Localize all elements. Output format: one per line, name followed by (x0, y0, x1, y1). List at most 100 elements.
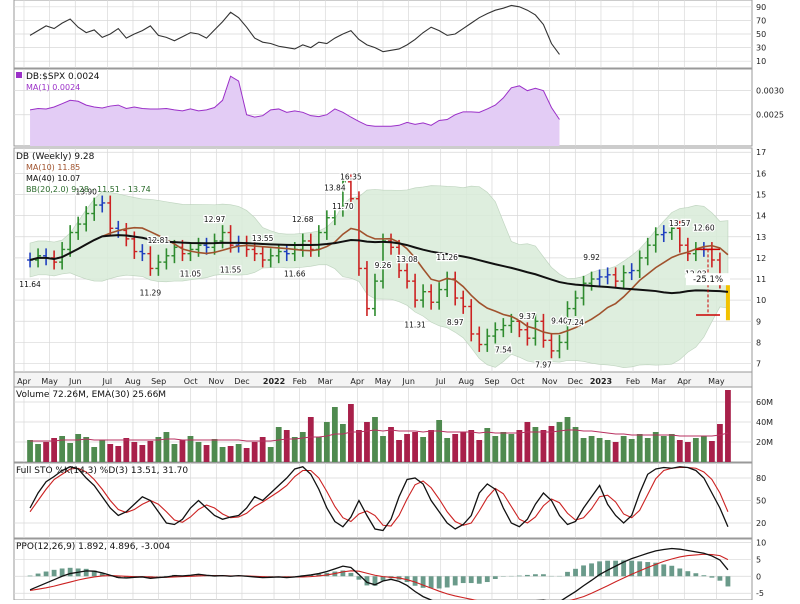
volume-bar (701, 436, 707, 462)
ppo-histogram-bar (613, 561, 618, 577)
y-tick-label-price: 17 (756, 148, 766, 157)
y-tick-label-ppo: 0 (756, 572, 761, 581)
volume-bar (669, 434, 675, 462)
ppo-histogram-bar (669, 566, 674, 577)
x-tick-label: Sep (151, 377, 166, 386)
x-tick-label: May (375, 377, 392, 386)
y-tick-label-price: 7 (756, 360, 761, 369)
ppo-histogram-bar (701, 575, 706, 576)
volume-bar (685, 442, 691, 462)
price-value-label: 11.31 (404, 320, 426, 329)
price-value-label: 13.08 (396, 255, 418, 264)
price-value-label: 7.24 (567, 318, 584, 327)
ppo-histogram-bar (517, 576, 522, 577)
ppo-histogram-bar (718, 576, 723, 580)
volume-bar (629, 439, 635, 462)
volume-bar (123, 438, 129, 462)
price-value-label: 11.66 (284, 270, 306, 279)
price-value-label: 11.55 (220, 265, 242, 274)
volume-bar (35, 444, 41, 462)
y-tick-label-price: 15 (756, 190, 766, 199)
ppo-histogram-bar (28, 576, 33, 577)
price-value-label: 9.92 (583, 253, 600, 262)
price-value-label: 11.26 (436, 253, 458, 262)
volume-bar (581, 438, 587, 462)
ppo-histogram-bar (581, 565, 586, 576)
volume-bar (164, 432, 170, 462)
ppo-histogram-bar (726, 576, 731, 586)
y-tick-label-stoch: 80 (756, 474, 766, 483)
ppo-histogram-bar (84, 569, 89, 576)
volume-bar (107, 444, 113, 462)
price-value-label: 9.40 (551, 316, 568, 325)
price-value-label: 13.57 (669, 219, 691, 228)
dbspx-legend-swatch (16, 72, 22, 78)
ppo-legend: PPO(12,26,9) 1.892, 4.896, -3.004 (16, 542, 170, 552)
volume-bar (115, 446, 121, 462)
y-tick-label-price: 14 (756, 212, 766, 221)
volume-bar (468, 430, 474, 462)
volume-bar (525, 422, 531, 462)
price-value-label: 12.81 (148, 236, 170, 245)
volume-bar (516, 430, 522, 462)
price-value-label: 12.60 (693, 223, 715, 232)
price-legend-title: DB (Weekly) 9.28 (16, 152, 95, 162)
volume-bar (645, 438, 651, 462)
price-value-label: 11.70 (332, 202, 354, 211)
volume-bar (236, 444, 242, 462)
x-tick-label: Apr (350, 377, 365, 386)
x-tick-label: Jun (401, 377, 415, 386)
ppo-histogram-bar (349, 573, 354, 576)
volume-bar (693, 438, 699, 462)
y-tick-label-price: 8 (756, 338, 761, 347)
y-tick-label-price: 10 (756, 296, 766, 305)
volume-bar (565, 417, 571, 462)
dbspx-ma-legend: MA(1) 0.0024 (26, 83, 80, 92)
volume-bar (244, 448, 250, 462)
volume-bar (212, 439, 218, 462)
volume-bar (637, 434, 643, 462)
volume-bar (27, 440, 33, 462)
ma40-legend: MA(40) 10.07 (26, 174, 80, 183)
price-value-label: 9.26 (375, 261, 392, 270)
y-tick-label-price: 16 (756, 169, 766, 178)
volume-bar (228, 446, 234, 462)
ppo-histogram-bar (493, 576, 498, 579)
ppo-histogram-bar (469, 576, 474, 583)
x-tick-label: May (708, 377, 725, 386)
volume-bar (420, 437, 426, 462)
volume-bar (500, 432, 506, 462)
ppo-histogram-bar (461, 576, 466, 583)
x-tick-label: Jul (102, 377, 113, 386)
y-tick-label-rsi: 50 (756, 30, 766, 39)
volume-bar (220, 447, 226, 462)
x-tick-label: Apr (17, 377, 32, 386)
volume-bar (388, 427, 394, 462)
volume-bar (709, 441, 715, 462)
volume-bar (147, 441, 153, 462)
ppo-histogram-bar (709, 576, 714, 577)
volume-bar (597, 438, 603, 462)
volume-bar (324, 422, 330, 462)
x-tick-label: Oct (511, 377, 525, 386)
ppo-histogram-bar (693, 573, 698, 576)
price-value-label: 13.84 (324, 183, 346, 192)
y-tick-label-price: 13 (756, 233, 766, 242)
volume-bar (396, 440, 402, 462)
ppo-histogram-bar (589, 563, 594, 576)
volume-bar (460, 432, 466, 462)
y-tick-label-price: 12 (756, 254, 766, 263)
ppo-histogram-bar (477, 576, 482, 583)
stoch-legend: Full STO %K(14,3) %D(3) 13.51, 31.70 (16, 466, 188, 476)
ppo-histogram-bar (645, 562, 650, 576)
x-tick-label: Jul (435, 377, 446, 386)
x-tick-label: Aug (459, 377, 475, 386)
price-value-label: 11.64 (19, 280, 41, 289)
ppo-histogram-bar (453, 576, 458, 585)
x-tick-label: Nov (209, 377, 225, 386)
volume-bar (204, 445, 210, 462)
x-tick-label: 2023 (590, 377, 612, 386)
volume-bar (380, 436, 386, 462)
